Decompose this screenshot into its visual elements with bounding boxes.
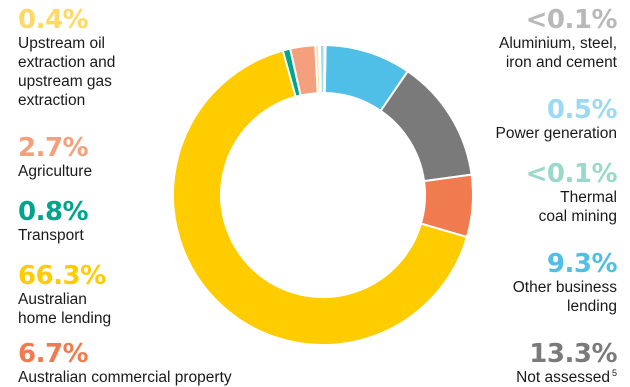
donut-chart (172, 43, 474, 346)
label-transport: Transport (18, 227, 84, 244)
label-thermal-coal: Thermal coal mining (538, 189, 617, 225)
donut-slice-thermal (323, 43, 327, 95)
legend-not-assessed: 13.3% Not assessed 5 (516, 340, 617, 387)
pct-not-assessed: 13.3% (529, 339, 617, 369)
pct-transport: 0.8% (18, 197, 89, 227)
pct-agriculture: 2.7% (18, 133, 89, 163)
pct-thermal-coal: <0.1% (525, 159, 618, 189)
label-commercial-property: Australian commercial property (18, 369, 232, 386)
pct-other-business: 9.3% (546, 249, 618, 279)
donut-slice-australian (172, 49, 469, 346)
legend-thermal-coal: <0.1% Thermal coal mining (525, 159, 618, 226)
label-home-lending: Australian home lending (18, 291, 112, 327)
legend-commercial-property: 6.7% Australian commercial property (18, 340, 232, 387)
pct-home-lending: 66.3% (18, 261, 106, 291)
label-not-assessed-text: Not assessed (516, 369, 610, 386)
label-agriculture: Agriculture (18, 163, 93, 180)
label-other-business: Other business lending (512, 279, 617, 315)
pct-upstream: 0.4% (18, 5, 89, 35)
label-not-assessed: Not assessed 5 (516, 368, 617, 387)
legend-upstream: 0.4% Upstream oil extraction and upstrea… (18, 6, 115, 110)
legend-other-business: 9.3% Other business lending (512, 249, 618, 316)
label-upstream: Upstream oil extraction and upstream gas… (18, 35, 116, 109)
pct-aluminium: <0.1% (525, 5, 618, 35)
label-aluminium: Aluminium, steel, iron and cement (498, 35, 617, 71)
legend-agriculture: 2.7% Agriculture (18, 134, 92, 181)
legend-transport: 0.8% Transport (18, 197, 89, 245)
legend-home-lending: 66.3% Australian home lending (18, 262, 111, 328)
label-power-generation: Power generation (495, 125, 618, 142)
footnote-marker: 5 (611, 367, 617, 378)
pct-power-generation: 0.5% (546, 95, 618, 125)
legend-power-generation: 0.5% Power generation (496, 96, 618, 143)
legend-aluminium: <0.1% Aluminium, steel, iron and cement (498, 5, 618, 72)
pct-commercial-property: 6.7% (18, 339, 89, 369)
